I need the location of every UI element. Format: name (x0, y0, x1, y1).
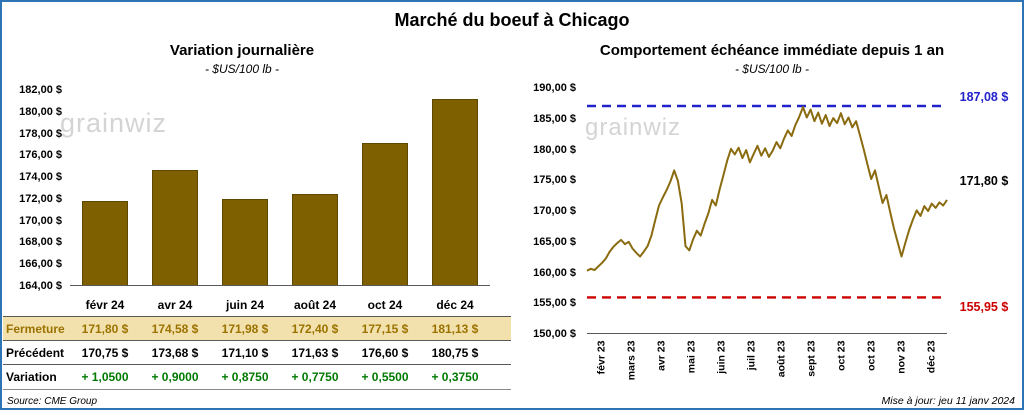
cell-precedent: 173,68 $ (151, 345, 199, 360)
bar-août 24 (291, 194, 339, 285)
line-chart-plot-area (586, 88, 948, 334)
line-y-tick-label: 190,00 $ (533, 82, 576, 94)
line-y-tick-label: 150,00 $ (533, 328, 576, 340)
table-row-precedent: Précédent 170,75 $ 173,68 $ 171,10 $ 171,63 … (3, 341, 511, 365)
line-chart-subtitle: - $US/100 lb - (734, 62, 810, 76)
line-x-label: oct 23 (835, 340, 848, 371)
bar-chart-y-axis: 182,00 $ 180,00 $ 178,00 $ 176,00 $ 174,00 $… (2, 84, 64, 292)
bar-févr 24 (81, 200, 129, 285)
source-note: Source: CME Group (7, 396, 98, 407)
bar-oct 24 (361, 142, 409, 285)
month-label: déc 24 (436, 298, 474, 312)
bar-déc 24 (431, 99, 479, 285)
month-label: août 24 (293, 298, 336, 312)
month-label: févr 24 (85, 298, 125, 312)
line-x-label: août 23 (775, 340, 788, 378)
cell-variation: + 0,7750 (291, 370, 339, 384)
price-series-line (586, 106, 948, 272)
price-table: févr 24 avr 24 juin 24 août 24 oct 24 déc 24 … (3, 294, 511, 390)
line-chart-y-axis: 190,00 $ 185,00 $ 180,00 $ 175,00 $ 170,00 $… (514, 82, 580, 340)
cell-fermeture: 172,40 $ (291, 321, 339, 336)
page-title: Marché du boeuf à Chicago (394, 10, 630, 30)
cell-variation: + 0,3750 (431, 370, 479, 384)
bar-chart-plot-area (70, 90, 490, 286)
bar-juin 24 (221, 198, 269, 285)
cell-precedent: 180,75 $ (431, 345, 479, 360)
month-label: oct 24 (367, 298, 403, 312)
row-label-precedent: Précédent (6, 345, 65, 360)
bar-y-tick-label: 172,00 $ (19, 192, 62, 205)
bar-chart-subtitle: - $US/100 lb - (204, 62, 280, 76)
line-x-label: juil 23 (745, 340, 758, 371)
line-x-label: oct 23 (865, 340, 878, 371)
bar-y-tick-label: 178,00 $ (19, 127, 62, 140)
cell-variation: + 1,0500 (81, 370, 129, 384)
last-value-label: 171,80 $ (959, 174, 1009, 188)
cell-precedent: 170,75 $ (81, 345, 129, 360)
updated-note: Mise à jour: jeu 11 janv 2024 (881, 395, 1015, 407)
cell-fermeture: 181,13 $ (431, 321, 479, 336)
table-row-fermeture: Fermeture 171,80 $ 174,58 $ 171,98 $ 172,40 … (3, 317, 511, 341)
line-x-label: mars 23 (625, 340, 638, 381)
cell-fermeture: 171,98 $ (221, 321, 269, 336)
line-chart-x-axis: févr 23 mars 23 avr 23 mai 23 juin 23 juil 23… (587, 338, 947, 396)
line-y-tick-label: 155,00 $ (533, 297, 576, 310)
line-y-tick-label: 185,00 $ (533, 112, 576, 125)
cell-variation: + 0,8750 (221, 370, 269, 384)
bar-y-tick-label: 164,00 $ (19, 280, 62, 292)
cell-fermeture: 171,80 $ (81, 321, 129, 336)
cell-precedent: 171,10 $ (221, 345, 269, 360)
bar-y-tick-label: 180,00 $ (19, 105, 62, 118)
line-y-tick-label: 160,00 $ (533, 266, 576, 279)
cell-fermeture: 177,15 $ (361, 321, 409, 336)
bar-chart-title: Variation journalière (169, 42, 315, 59)
row-label-fermeture: Fermeture (6, 321, 65, 336)
line-y-tick-label: 165,00 $ (533, 235, 576, 248)
month-label: avr 24 (157, 298, 193, 312)
line-x-label: sept 23 (805, 340, 818, 377)
bar-y-tick-label: 170,00 $ (19, 214, 62, 227)
cell-variation: + 0,5500 (361, 370, 409, 384)
high-ref-line-label: 187,08 $ (959, 90, 1009, 104)
line-x-label: nov 23 (895, 340, 908, 374)
line-x-label: févr 23 (595, 340, 608, 375)
bar-y-tick-label: 174,00 $ (19, 171, 62, 184)
bar-y-tick-label: 168,00 $ (19, 236, 62, 249)
line-x-label: mai 23 (685, 340, 698, 374)
line-y-tick-label: 180,00 $ (533, 143, 576, 156)
bar-y-tick-label: 166,00 $ (19, 258, 62, 271)
table-row-variation: Variation + 1,0500 + 0,9000 + 0,8750 + 0,775… (3, 365, 511, 390)
line-chart-svg (586, 104, 948, 299)
cell-variation: + 0,9000 (151, 370, 199, 384)
bar-y-tick-label: 182,00 $ (19, 84, 62, 96)
cell-precedent: 176,60 $ (361, 345, 409, 360)
line-x-label: avr 23 (655, 340, 668, 371)
row-label-variation: Variation (6, 370, 57, 384)
cell-fermeture: 174,58 $ (151, 321, 199, 336)
month-label: juin 24 (225, 298, 264, 312)
bar-y-tick-label: 176,00 $ (19, 149, 62, 162)
table-header-row: févr 24 avr 24 juin 24 août 24 oct 24 déc 24 (3, 294, 511, 317)
low-ref-line-label: 155,95 $ (959, 300, 1009, 314)
line-x-label: juin 23 (715, 340, 728, 374)
cell-precedent: 171,63 $ (291, 345, 339, 360)
line-chart-title: Comportement échéance immédiate depuis 1… (599, 42, 945, 59)
bar-avr 24 (151, 170, 199, 285)
line-x-label: déc 23 (925, 340, 938, 374)
line-y-tick-label: 175,00 $ (533, 174, 576, 187)
line-y-tick-label: 170,00 $ (533, 205, 576, 217)
